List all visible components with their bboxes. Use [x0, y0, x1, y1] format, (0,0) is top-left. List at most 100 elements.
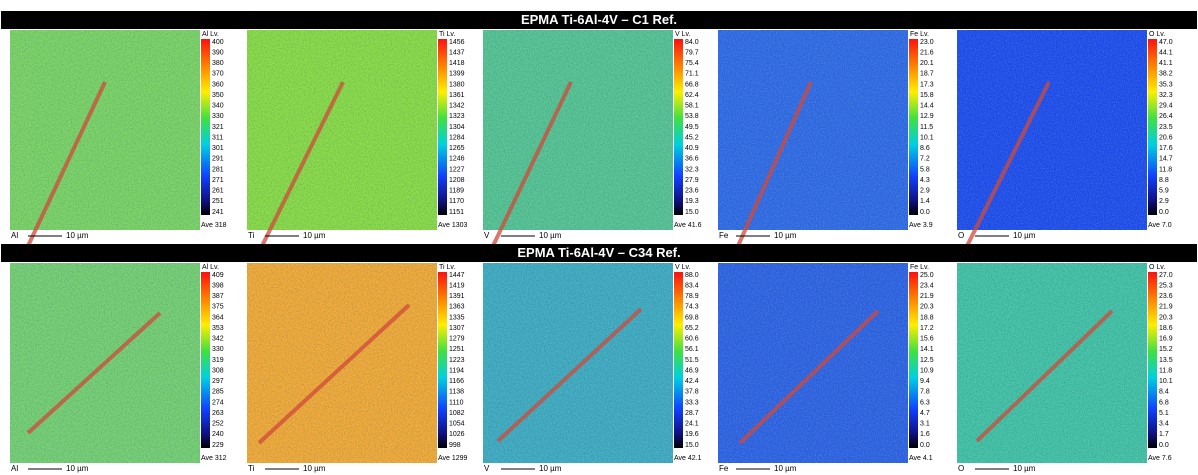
- level-label: 409: [212, 272, 224, 279]
- level-label: 15.0: [685, 442, 699, 449]
- level-label: 83.4: [685, 282, 699, 289]
- average: Ave 1303: [438, 222, 468, 229]
- level-label: 23.0: [920, 39, 934, 46]
- row-title: EPMA Ti-6Al-4V – C34 Ref.: [517, 245, 680, 260]
- level-label: 1151: [449, 209, 464, 216]
- level-label: 10.1: [1159, 378, 1173, 385]
- level-label: 11.8: [1159, 166, 1172, 173]
- level-label: 11.8: [1159, 367, 1172, 374]
- level-label: 20.1: [920, 60, 934, 67]
- level-label: 229: [212, 442, 224, 449]
- level-label: 69.8: [685, 314, 699, 321]
- level-label: 16.9: [1159, 336, 1173, 343]
- level-label: 35.3: [1159, 81, 1173, 88]
- map-noise: [483, 263, 673, 463]
- level-label: 1227: [449, 166, 465, 173]
- element-label: Fe: [719, 464, 729, 473]
- level-label: 274: [212, 399, 224, 406]
- color-bar: [674, 272, 683, 448]
- level-label: 27.0: [1159, 272, 1173, 279]
- level-label: 340: [212, 103, 224, 110]
- level-label: 40.9: [685, 145, 699, 152]
- scan-line: [736, 81, 813, 247]
- color-bar: [438, 39, 447, 215]
- level-label: 252: [212, 421, 224, 428]
- level-label: 10.1: [920, 134, 934, 141]
- map-noise: [247, 263, 437, 463]
- level-label: 66.8: [685, 81, 699, 88]
- scan-line: [965, 81, 1051, 247]
- level-label: 370: [212, 71, 224, 78]
- level-label: 21.6: [920, 49, 934, 56]
- level-label: 398: [212, 282, 224, 289]
- level-label: 1437: [449, 49, 465, 56]
- color-bar: [1148, 39, 1157, 215]
- level-label: 25.0: [920, 272, 934, 279]
- level-label: 1054: [449, 421, 465, 428]
- average: Ave 4.1: [909, 455, 933, 462]
- level-label: 7.8: [920, 389, 930, 396]
- level-label: 240: [212, 431, 224, 438]
- level-label: 14.1: [920, 346, 934, 353]
- level-label: 321: [212, 124, 224, 131]
- map-noise: [247, 30, 437, 230]
- level-label: 23.6: [685, 188, 699, 195]
- level-label: 11.5: [920, 124, 933, 131]
- average: Ave 312: [201, 455, 227, 462]
- level-label: 1082: [449, 410, 465, 417]
- average: Ave 7.6: [1148, 455, 1172, 462]
- scan-line: [496, 307, 643, 443]
- average: Ave 7.0: [1148, 222, 1172, 229]
- element-label: V: [484, 464, 490, 473]
- scale-text: 10 µm: [66, 464, 89, 473]
- average: Ave 3.9: [909, 222, 933, 229]
- level-label: 1307: [449, 325, 465, 332]
- legend-title: Fe Lv.: [910, 31, 929, 38]
- level-label: 49.5: [685, 124, 699, 131]
- level-label: 281: [212, 166, 224, 173]
- level-label: 1279: [449, 336, 465, 343]
- level-label: 36.6: [685, 156, 699, 163]
- color-bar: [674, 39, 683, 215]
- level-label: 84.0: [685, 39, 699, 46]
- level-label: 88.0: [685, 272, 699, 279]
- legend-title: O Lv.: [1149, 31, 1165, 38]
- level-label: 0.0: [1159, 442, 1169, 449]
- level-label: 18.8: [920, 314, 934, 321]
- level-label: 17.6: [1159, 145, 1173, 152]
- scale-text: 10 µm: [774, 231, 797, 240]
- level-label: 3.1: [920, 421, 930, 428]
- scale-text: 10 µm: [539, 464, 562, 473]
- level-label: 1399: [449, 71, 465, 78]
- level-label: 18.6: [1159, 325, 1173, 332]
- level-label: 65.2: [685, 325, 699, 332]
- level-label: 10.9: [920, 367, 934, 374]
- level-label: 6.3: [920, 399, 930, 406]
- level-label: 12.9: [920, 113, 934, 120]
- level-label: 1.6: [920, 431, 930, 438]
- level-label: 21.9: [1159, 304, 1173, 311]
- level-label: 17.2: [920, 325, 934, 332]
- level-label: 27.9: [685, 177, 699, 184]
- average: Ave 1299: [438, 455, 468, 462]
- level-label: 1361: [449, 92, 465, 99]
- level-label: 1.4: [920, 198, 930, 205]
- scale-text: 10 µm: [1013, 231, 1036, 240]
- level-label: 32.3: [685, 166, 699, 173]
- level-label: 78.9: [685, 293, 699, 300]
- map-noise: [957, 30, 1147, 230]
- level-label: 53.8: [685, 113, 699, 120]
- level-label: 998: [449, 442, 461, 449]
- level-label: 15.6: [920, 336, 934, 343]
- level-label: 2.9: [1159, 198, 1169, 205]
- level-label: 42.4: [685, 378, 699, 385]
- level-label: 311: [212, 134, 223, 141]
- color-bar: [201, 272, 210, 448]
- element-label: Al: [11, 231, 18, 240]
- color-bar: [1148, 272, 1157, 448]
- level-label: 15.0: [685, 209, 699, 216]
- legend-title: Fe Lv.: [910, 264, 929, 271]
- color-bar: [909, 272, 918, 448]
- level-label: 1284: [449, 134, 465, 141]
